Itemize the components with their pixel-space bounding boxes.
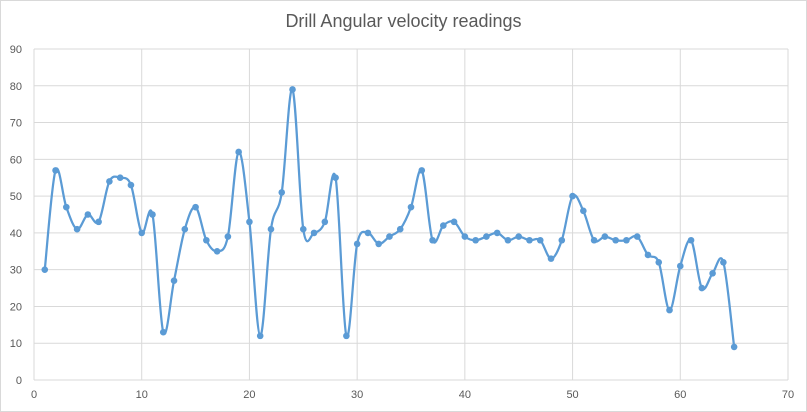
x-axis-ticks: 0 10 20 30 40 50 60 70 [31, 389, 794, 401]
x-tick-label: 70 [782, 389, 794, 401]
data-point [52, 167, 59, 174]
data-point [429, 236, 436, 244]
data-point [159, 328, 167, 336]
data-point [720, 259, 727, 266]
data-point [407, 203, 415, 211]
data-point [698, 284, 706, 292]
x-tick-label: 30 [351, 389, 363, 401]
data-point [149, 211, 156, 218]
y-tick-label: 50 [10, 191, 22, 203]
data-point [332, 174, 339, 182]
data-point [558, 236, 566, 244]
data-point [483, 233, 490, 240]
y-tick-label: 10 [10, 338, 22, 350]
data-point [41, 266, 49, 273]
data-point [63, 203, 70, 211]
data-point [224, 233, 232, 240]
data-point [246, 218, 253, 226]
data-point [536, 236, 544, 244]
data-point [633, 233, 641, 240]
data-point [440, 222, 447, 229]
gridlines [33, 48, 789, 381]
data-point [644, 251, 652, 259]
data-point [450, 218, 458, 226]
x-tick-label: 20 [243, 389, 255, 401]
y-tick-label: 90 [10, 44, 22, 56]
data-point [138, 229, 146, 237]
data-point [321, 218, 329, 226]
x-tick-label: 0 [31, 389, 37, 401]
data-point [515, 233, 523, 240]
y-tick-label: 80 [10, 81, 22, 93]
data-point [310, 229, 318, 237]
y-axis-ticks: 0 10 20 30 40 50 60 70 80 90 [10, 44, 22, 387]
data-point [547, 255, 555, 262]
data-point [526, 236, 533, 244]
data-point [386, 233, 393, 240]
data-points [41, 86, 738, 351]
data-point [396, 225, 404, 233]
series-line [43, 88, 736, 348]
y-tick-label: 0 [16, 375, 22, 387]
data-point [590, 236, 598, 244]
data-point [580, 207, 587, 215]
data-point [95, 218, 102, 226]
x-tick-label: 40 [459, 389, 471, 401]
data-point [666, 306, 673, 314]
data-point [170, 277, 178, 285]
data-point [73, 225, 81, 233]
data-point [192, 203, 199, 211]
data-point [364, 229, 372, 237]
data-point [353, 240, 361, 248]
data-point [203, 236, 210, 244]
x-tick-label: 60 [674, 389, 686, 401]
data-point [687, 236, 695, 244]
data-point [181, 225, 189, 233]
y-tick-label: 40 [10, 228, 22, 240]
data-point [127, 181, 135, 189]
data-point [299, 225, 307, 233]
data-point [504, 236, 512, 244]
data-point [256, 332, 264, 340]
data-point [289, 86, 296, 93]
x-tick-label: 10 [136, 389, 148, 401]
data-point [709, 270, 716, 277]
data-point [213, 247, 221, 255]
data-point [655, 259, 663, 266]
data-point [343, 332, 350, 340]
data-point [116, 174, 124, 182]
data-point [730, 343, 738, 351]
data-point [676, 262, 684, 270]
data-point [375, 240, 382, 248]
data-point [612, 236, 619, 244]
data-point [461, 233, 469, 240]
chart-title: Drill Angular velocity readings [285, 11, 522, 31]
data-point [418, 167, 426, 174]
x-tick-label: 50 [566, 389, 578, 401]
data-point [623, 236, 630, 244]
data-point [235, 148, 242, 156]
y-tick-label: 60 [10, 154, 22, 166]
data-point [267, 225, 275, 233]
data-point [601, 233, 609, 240]
y-tick-label: 20 [10, 301, 22, 313]
y-tick-label: 30 [10, 265, 22, 277]
data-point [472, 236, 479, 244]
data-point [278, 189, 286, 196]
data-point [106, 178, 113, 185]
y-tick-label: 70 [10, 118, 22, 130]
data-point [84, 211, 92, 218]
data-point [569, 192, 576, 200]
data-point [493, 229, 501, 237]
